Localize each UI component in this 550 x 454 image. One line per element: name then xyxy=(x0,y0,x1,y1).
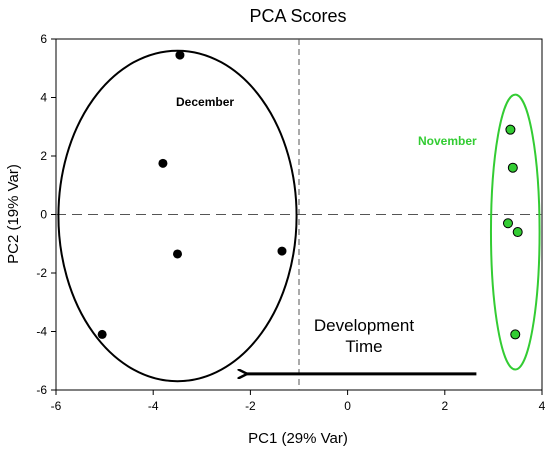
x-axis-ticks: -6 -4 -2 0 2 4 xyxy=(51,390,546,413)
december-group-label: December xyxy=(176,95,234,109)
y-tick-label: 2 xyxy=(40,149,47,163)
november-data-point xyxy=(512,227,523,238)
november-data-point xyxy=(505,124,516,135)
data-points xyxy=(97,50,523,340)
y-tick-label: 0 xyxy=(40,208,47,222)
november-data-point xyxy=(507,162,518,173)
december-data-point xyxy=(158,158,168,168)
x-tick-label: -2 xyxy=(245,399,256,413)
november-data-point xyxy=(502,218,513,229)
chart-title: PCA Scores xyxy=(249,6,346,26)
november-data-point xyxy=(510,329,521,340)
december-data-point xyxy=(175,50,185,60)
x-tick-label: -4 xyxy=(148,399,159,413)
y-tick-label: -2 xyxy=(36,266,47,280)
y-axis-label: PC2 (19% Var) xyxy=(5,164,22,264)
x-axis-label: PC1 (29% Var) xyxy=(248,430,348,447)
annotation-line-2: Time xyxy=(345,337,382,356)
y-tick-label: 4 xyxy=(40,91,47,105)
group-ellipses xyxy=(57,49,541,383)
november-group-label: November xyxy=(418,134,477,148)
x-tick-label: 0 xyxy=(344,399,351,413)
y-tick-label: -4 xyxy=(36,325,47,339)
y-tick-label: -6 xyxy=(36,383,47,397)
december-confidence-ellipse xyxy=(57,49,298,383)
november-confidence-ellipse xyxy=(489,93,541,371)
x-tick-label: 4 xyxy=(539,399,546,413)
y-axis-ticks: -6 -4 -2 0 2 4 6 xyxy=(36,32,56,397)
y-tick-label: 6 xyxy=(40,32,47,46)
x-tick-label: -6 xyxy=(51,399,62,413)
annotation-line-1: Development xyxy=(314,316,414,335)
x-tick-label: 2 xyxy=(441,399,448,413)
december-data-point xyxy=(173,249,182,259)
december-data-point xyxy=(97,329,107,339)
december-data-point xyxy=(277,246,287,256)
